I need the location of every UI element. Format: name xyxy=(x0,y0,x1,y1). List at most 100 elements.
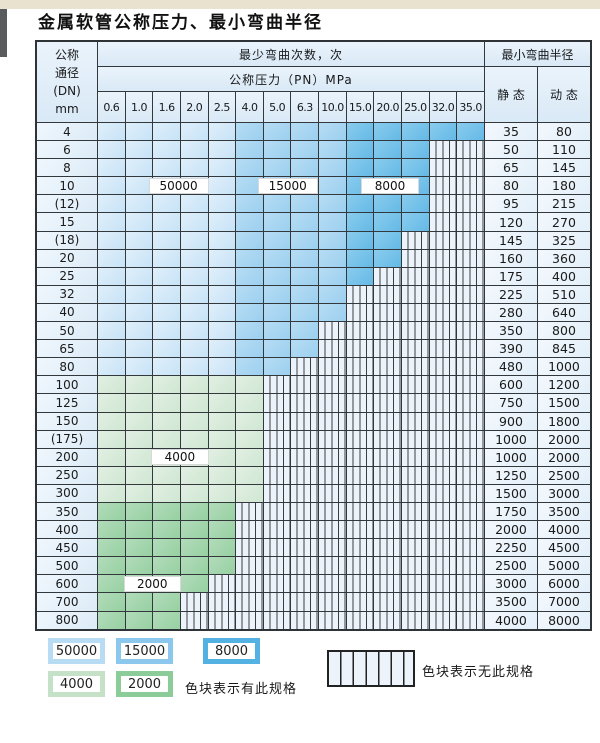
spec-cell-15000 xyxy=(319,267,346,285)
spec-cell-unavailable xyxy=(429,195,457,213)
spec-cell-unavailable xyxy=(457,430,484,448)
dn-cell: 150 xyxy=(37,412,97,430)
spec-cell-50000 xyxy=(98,123,125,141)
spec-cell-15000 xyxy=(319,177,346,195)
spec-cell-unavailable xyxy=(236,502,263,521)
spec-cell-2000 xyxy=(208,557,236,575)
spec-cell-unavailable xyxy=(374,484,402,502)
spec-cell-2000 xyxy=(180,557,208,575)
spec-cell-50000 xyxy=(180,340,208,358)
spec-cell-unavailable xyxy=(319,394,346,412)
spec-cell-unavailable xyxy=(457,412,484,430)
spec-cell-unavailable xyxy=(319,611,346,629)
dynamic-value-cell: 1000 xyxy=(537,358,590,376)
dynamic-value-cell: 8000 xyxy=(537,611,590,629)
spec-cell-2000 xyxy=(98,502,125,521)
spec-cell-4000 xyxy=(98,394,125,412)
page-top-strip xyxy=(0,0,600,9)
spec-cell-15000 xyxy=(263,303,291,322)
spec-cell-50000 xyxy=(98,322,125,340)
spec-cell-unavailable xyxy=(374,358,402,376)
spec-cell-2000 xyxy=(153,557,180,575)
cycles-header-cell: 最少弯曲次数，次 xyxy=(98,42,484,66)
pressure-column-header: 2.0 xyxy=(180,92,208,122)
spec-cell-unavailable xyxy=(457,141,484,159)
spec-cell-50000 xyxy=(153,141,180,159)
spec-cell-unavailable xyxy=(319,539,346,557)
spec-cell-50000 xyxy=(180,303,208,322)
spec-cell-50000 xyxy=(125,340,153,358)
dynamic-header-cell: 动 态 xyxy=(537,67,590,122)
spec-cell-4000 xyxy=(153,466,180,484)
spec-cell-2000 xyxy=(180,521,208,539)
spec-cell-15000 xyxy=(319,195,346,213)
spec-cell-unavailable xyxy=(291,521,319,539)
spec-cell-unavailable xyxy=(402,322,429,340)
spec-cell-15000 xyxy=(291,213,319,231)
spec-cell-unavailable xyxy=(457,340,484,358)
static-value-cell: 750 xyxy=(484,394,537,412)
spec-cell-50000 xyxy=(125,123,153,141)
spec-cell-4000 xyxy=(208,376,236,394)
static-value-cell: 1500 xyxy=(484,484,537,502)
spec-cell-unavailable xyxy=(346,412,374,430)
spec-cell-15000 xyxy=(291,231,319,249)
spec-cell-50000 xyxy=(125,249,153,267)
spec-cell-unavailable xyxy=(429,141,457,159)
spec-cell-unavailable xyxy=(319,575,346,593)
static-value-cell: 350 xyxy=(484,322,537,340)
static-value-cell: 3000 xyxy=(484,575,537,593)
spec-cell-unavailable xyxy=(291,575,319,593)
spec-cell-4000 xyxy=(236,376,263,394)
spec-cell-unavailable xyxy=(457,322,484,340)
spec-cell-8000 xyxy=(346,213,374,231)
spec-cell-4000 xyxy=(98,448,125,466)
spec-cell-4000 xyxy=(153,412,180,430)
spec-cell-50000 xyxy=(98,213,125,231)
spec-cell-4000 xyxy=(125,448,153,466)
static-value-cell: 50 xyxy=(484,141,537,159)
dn-cell: 25 xyxy=(37,267,97,285)
legend-available-note: 色块表示有此规格 xyxy=(185,682,298,697)
spec-cell-15000 xyxy=(236,267,263,285)
spec-cell-8000 xyxy=(346,159,374,177)
spec-cell-unavailable xyxy=(402,394,429,412)
radius-header-cell: 最小弯曲半径 xyxy=(484,42,590,66)
spec-cell-8000 xyxy=(346,249,374,267)
spec-cell-unavailable xyxy=(291,412,319,430)
spec-cell-15000 xyxy=(263,249,291,267)
spec-cell-unavailable xyxy=(208,575,236,593)
spec-cell-2000 xyxy=(98,611,125,629)
spec-cell-unavailable xyxy=(291,593,319,611)
spec-cell-4000 xyxy=(180,484,208,502)
spec-cell-15000 xyxy=(263,159,291,177)
spec-cell-unavailable xyxy=(457,213,484,231)
spec-cell-50000 xyxy=(208,358,236,376)
static-value-cell: 390 xyxy=(484,340,537,358)
spec-cell-50000 xyxy=(98,303,125,322)
dn-cell: 800 xyxy=(37,611,97,629)
spec-cell-unavailable xyxy=(208,593,236,611)
static-header-cell: 静 态 xyxy=(484,67,537,122)
spec-cell-unavailable xyxy=(429,267,457,285)
spec-cell-8000 xyxy=(402,141,429,159)
spec-cell-2000 xyxy=(180,502,208,521)
scan-edge-artifact xyxy=(0,9,7,57)
spec-cell-unavailable xyxy=(402,412,429,430)
spec-cell-50000 xyxy=(208,213,236,231)
spec-cell-unavailable xyxy=(429,177,457,195)
spec-cell-2000 xyxy=(153,521,180,539)
spec-cell-50000 xyxy=(180,213,208,231)
spec-cell-4000 xyxy=(153,394,180,412)
spec-cell-unavailable xyxy=(402,448,429,466)
spec-cell-2000 xyxy=(153,539,180,557)
spec-cell-4000 xyxy=(208,484,236,502)
spec-cell-50000 xyxy=(180,195,208,213)
spec-cell-15000 xyxy=(263,285,291,303)
spec-cell-unavailable xyxy=(319,448,346,466)
spec-cell-50000 xyxy=(125,213,153,231)
pressure-column-header: 20.0 xyxy=(374,92,402,122)
spec-cell-unavailable xyxy=(319,466,346,484)
spec-cell-unavailable xyxy=(346,521,374,539)
spec-cell-unavailable xyxy=(457,466,484,484)
